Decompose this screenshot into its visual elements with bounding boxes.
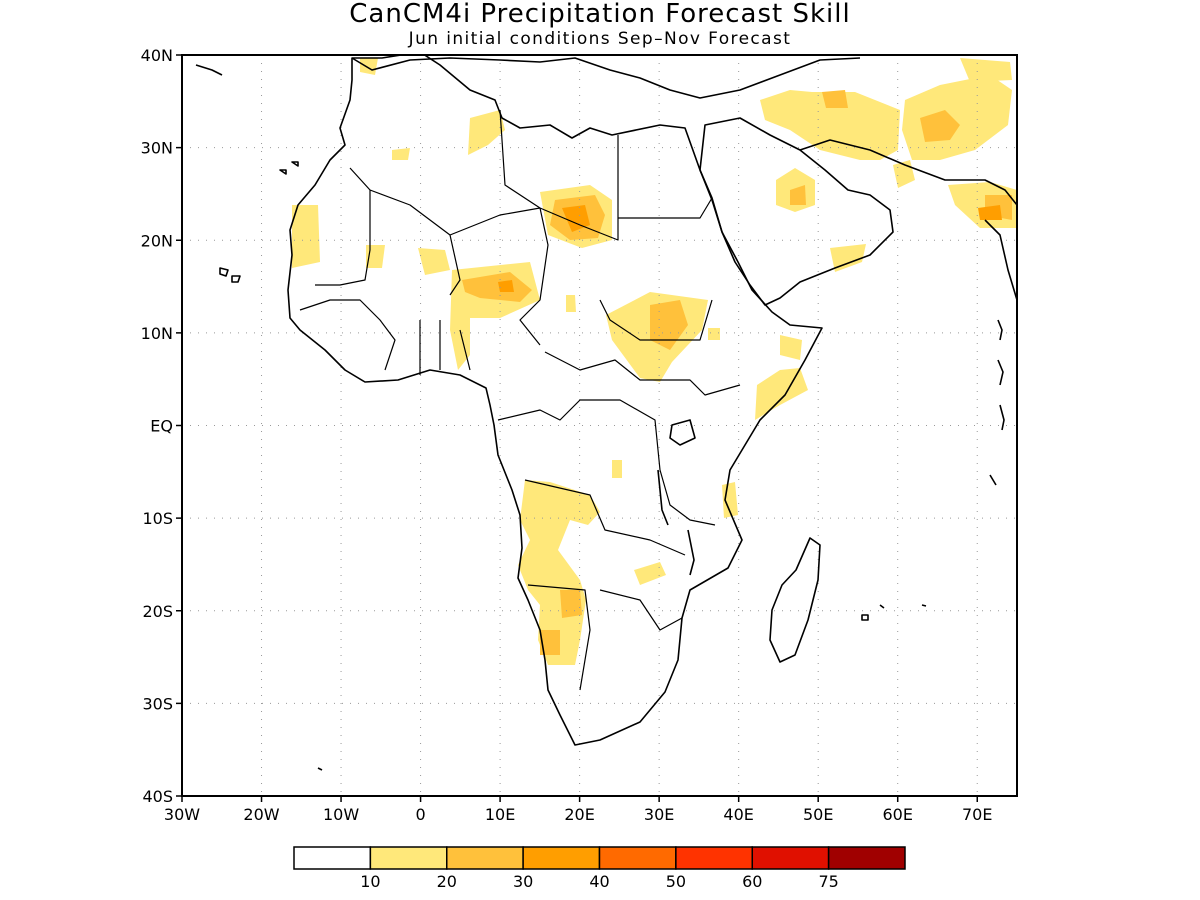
lat-tick-label: 10S [142, 509, 173, 528]
lon-tick-label: 10E [485, 805, 515, 824]
colorbar-swatch [827, 846, 906, 870]
lake-tanganyika [657, 469, 669, 526]
lake-victoria [669, 419, 696, 446]
colorbar-swatch [522, 846, 601, 870]
colorbar-legend: 10 20 30 40 50 60 75 [293, 846, 906, 891]
colorbar-tick-label: 40 [589, 872, 609, 891]
skill-shading-30-40 [498, 205, 1002, 292]
colorbar-swatch [446, 846, 524, 870]
colorbar-tick-label: 10 [360, 872, 380, 891]
lon-tick-label: 20W [243, 805, 279, 824]
lat-tick-label: 20S [142, 602, 173, 621]
lon-tick-label: 30E [644, 805, 674, 824]
lon-tick-label: 20E [564, 805, 594, 824]
map-title: CanCM4i Precipitation Forecast Skill [349, 0, 850, 29]
lat-tick-label: 10N [141, 324, 173, 343]
colorbar-swatch [598, 846, 677, 870]
colorbar-tick-label: 60 [742, 872, 762, 891]
colorbar-tick-label: 30 [513, 872, 533, 891]
lon-tick-label: 40E [723, 805, 753, 824]
lat-tick-label: EQ [150, 417, 173, 436]
lat-tick-label: 40N [141, 46, 173, 65]
lat-tick-label: 40S [142, 787, 173, 806]
colorbar-swatch [675, 846, 753, 870]
lon-tick-label: 10W [323, 805, 359, 824]
lon-tick-label: 30W [164, 805, 200, 824]
lat-tick-label: 30S [142, 694, 173, 713]
colorbar-tick-label: 50 [666, 872, 686, 891]
lake-malawi [687, 529, 695, 576]
colorbar-swatch [293, 846, 372, 870]
lon-tick-label: 70E [962, 805, 992, 824]
coastlines-and-borders [195, 55, 1017, 771]
colorbar-swatch [369, 846, 448, 870]
country-borders [299, 109, 741, 691]
lon-tick-label: 60E [882, 805, 912, 824]
colorbar-swatch [751, 846, 830, 870]
africa-coastline [287, 55, 823, 746]
plot-area [182, 55, 1017, 796]
lon-tick-label: 50E [803, 805, 833, 824]
arabian-peninsula [699, 117, 894, 306]
map-subtitle: Jun initial conditions Sep–Nov Forecast [408, 29, 792, 49]
lat-tick-label: 30N [141, 139, 173, 158]
madagascar [769, 537, 821, 663]
lat-tick-label: 20N [141, 231, 173, 250]
colorbar-tick-label: 20 [437, 872, 457, 891]
lon-tick-label: 0 [415, 805, 425, 824]
colorbar-tick-label: 75 [818, 872, 838, 891]
